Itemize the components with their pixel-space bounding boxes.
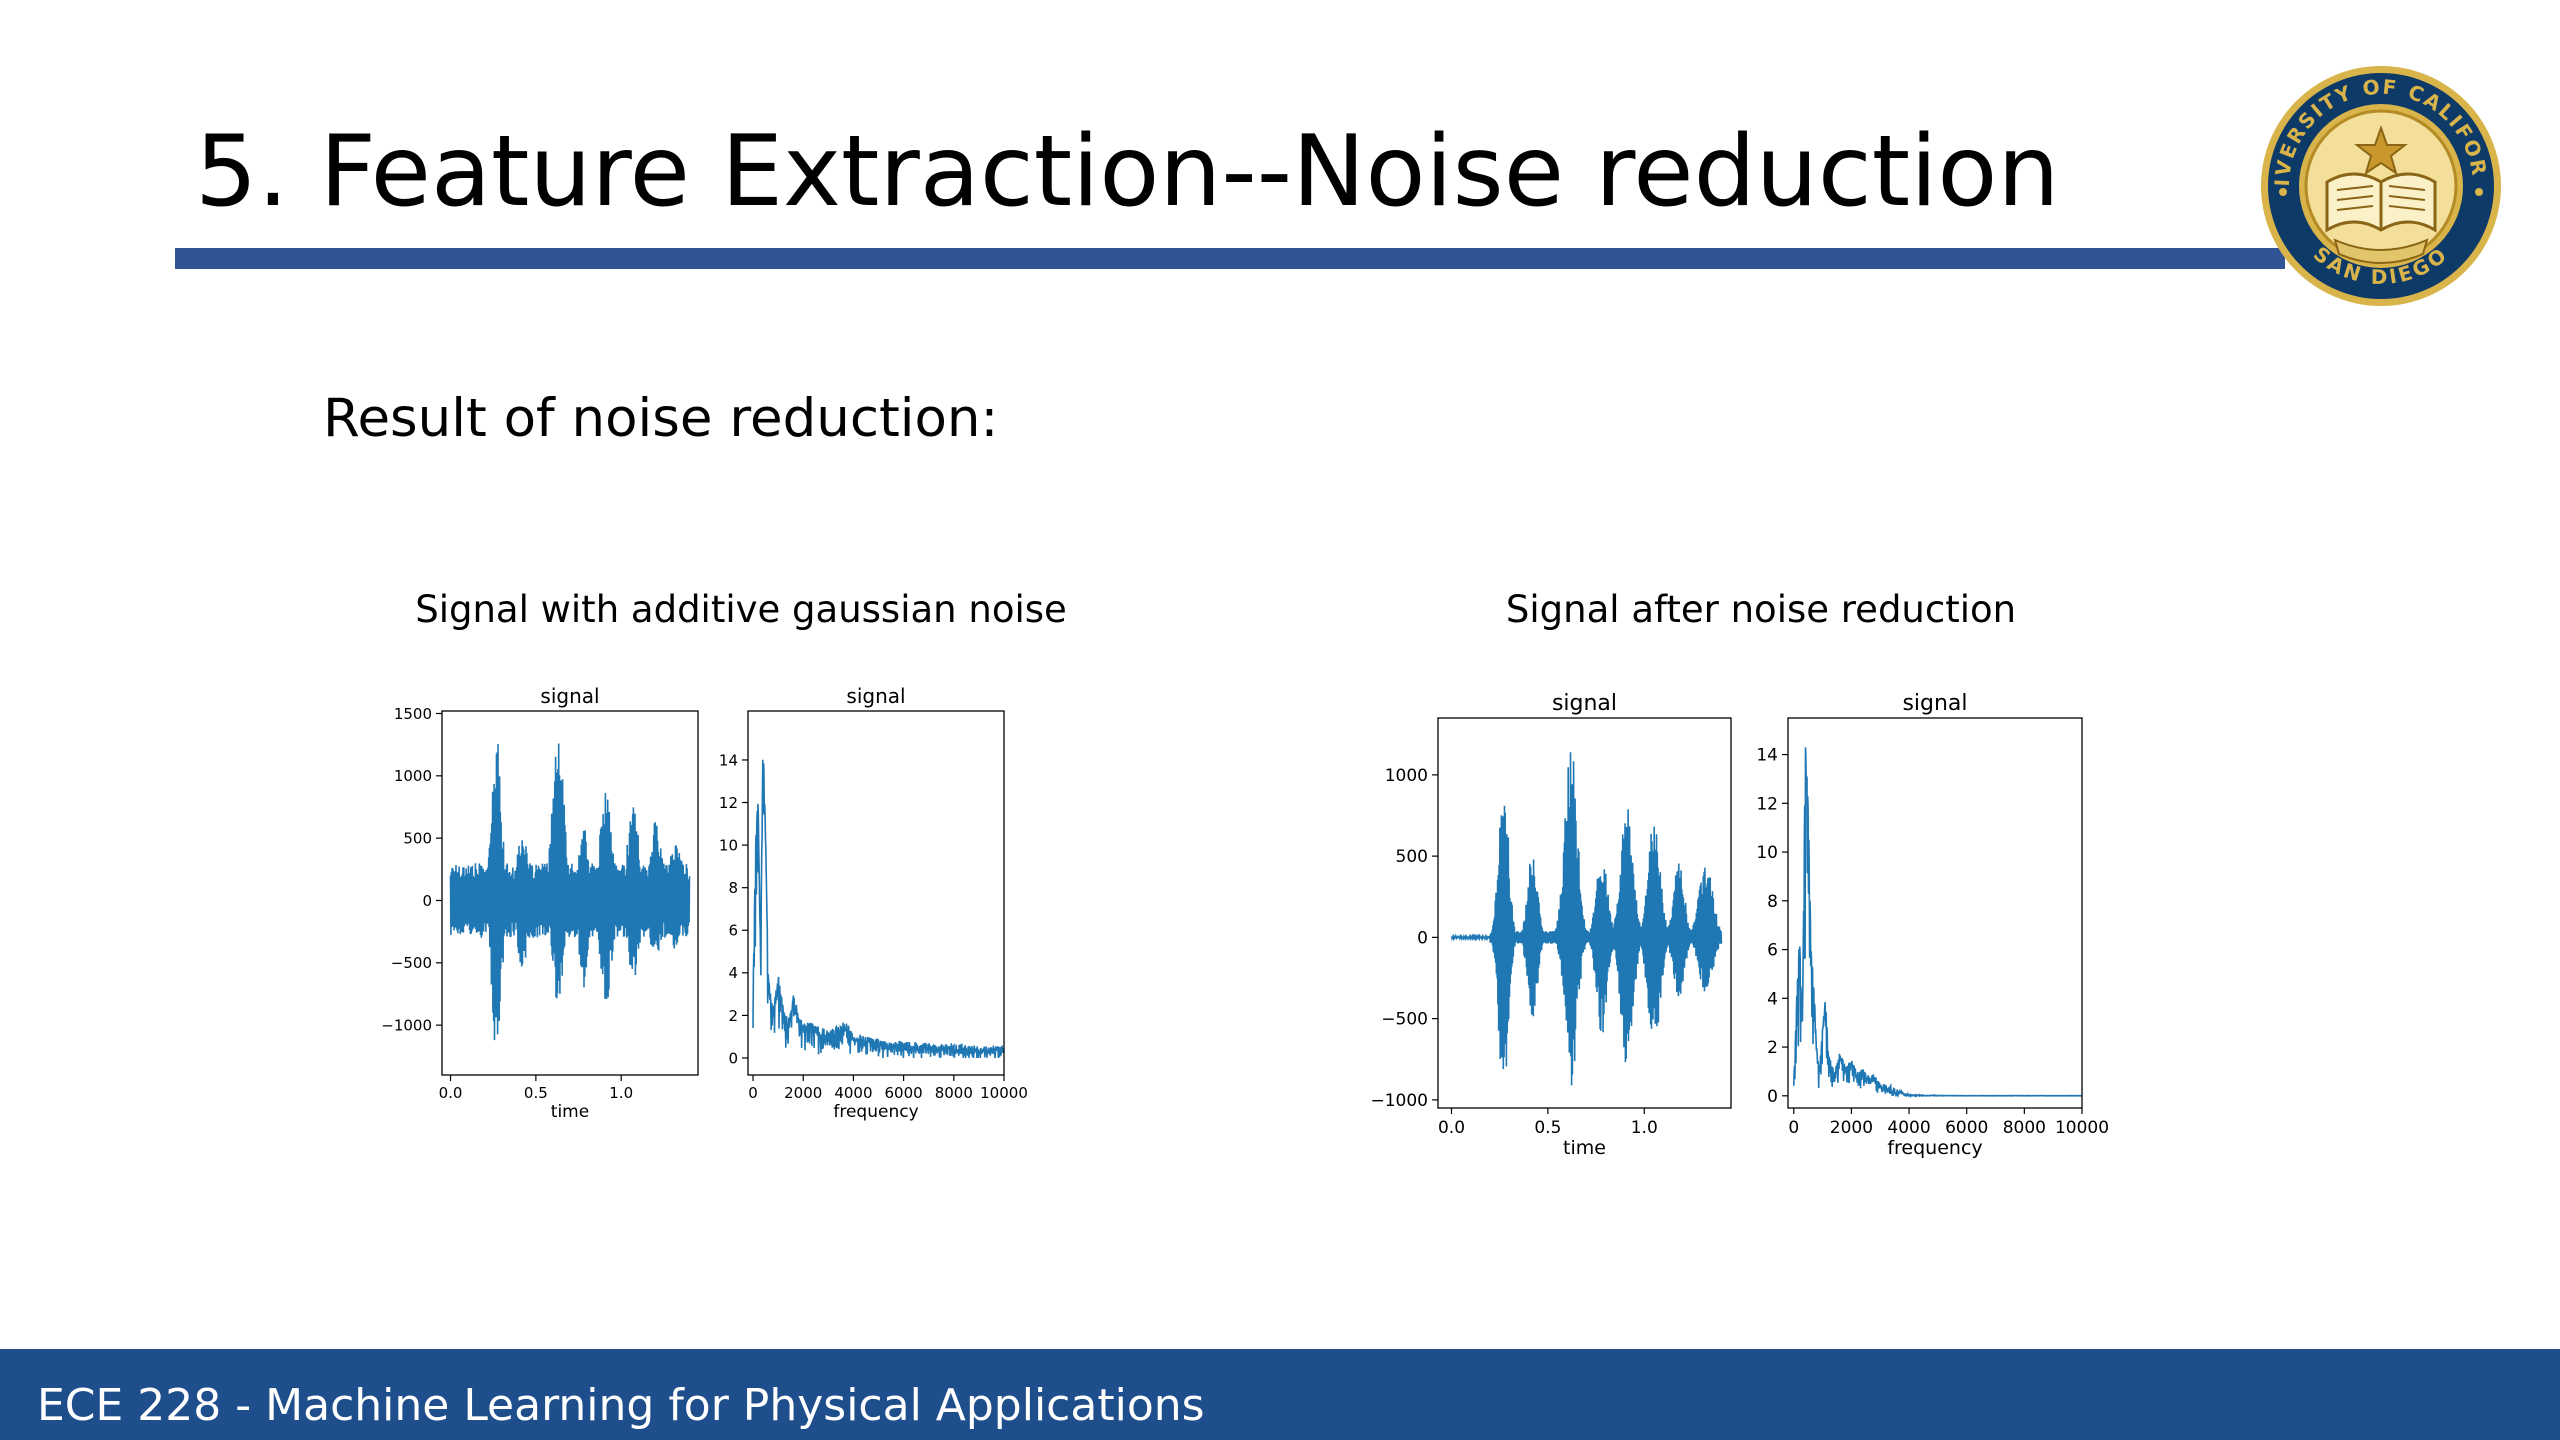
- x-axis-label: frequency: [1887, 1137, 1982, 1159]
- y-tick-label: 8: [1767, 892, 1778, 912]
- plot-frame: [1437, 717, 1732, 1109]
- section-subtitle: Result of noise reduction:: [323, 388, 999, 449]
- x-tick-label: 0.0: [1438, 1118, 1465, 1138]
- subplot-title: signal: [1552, 691, 1617, 716]
- y-tick-label: 2: [1767, 1038, 1778, 1058]
- x-axis-label: time: [551, 1102, 589, 1122]
- x-tick-label: 8000: [935, 1084, 973, 1102]
- y-tick-label: 500: [403, 830, 432, 848]
- y-tick-label: 0: [422, 892, 432, 910]
- x-tick-label: 0: [748, 1084, 758, 1102]
- y-tick-label: 6: [728, 922, 738, 940]
- title-underline: [175, 248, 2285, 269]
- denoised-time-chart: 0.0 0.5 1.0 −1000 −500 0 500 1000 signal time: [1370, 691, 1732, 1159]
- y-tick-label: 10: [719, 837, 738, 855]
- subplot-title: signal: [846, 684, 905, 708]
- x-tick-label: 0: [1788, 1118, 1799, 1138]
- signal-waveform: [449, 743, 691, 1041]
- y-tick-label: 0: [728, 1049, 738, 1067]
- figure-caption-noisy: Signal with additive gaussian noise: [415, 588, 1067, 631]
- signal-waveform: [1450, 752, 1723, 1086]
- plot-frame: [1787, 717, 2083, 1109]
- x-tick-label: 6000: [885, 1084, 923, 1102]
- spectrum-line: [1793, 747, 2082, 1099]
- x-tick-label: 6000: [1945, 1118, 1988, 1138]
- x-tick-label: 0.5: [524, 1084, 548, 1102]
- y-tick-label: 500: [1396, 847, 1428, 867]
- uc-san-diego-seal-icon: UNIVERSITY OF CALIFORNIA SAN DIEGO: [2257, 62, 2501, 306]
- y-tick-label: 1500: [394, 705, 432, 723]
- x-tick-label: 8000: [2003, 1118, 2046, 1138]
- y-tick-label: 4: [728, 964, 738, 982]
- figure-caption-denoised: Signal after noise reduction: [1505, 588, 2017, 631]
- y-tick-label: 0: [1417, 928, 1428, 948]
- y-tick-label: 6: [1767, 941, 1778, 961]
- spectrum-line: [752, 759, 1005, 1059]
- x-axis-label: frequency: [833, 1102, 918, 1122]
- denoised-frequency-chart: 0 2000 4000 6000 8000 10000 0 2 4 6 8 10 12 14 signal f…: [1756, 691, 2109, 1159]
- noisy-time-chart: 0.0 0.5 1.0 −1000 −500 0 500 1000 1500 signal time: [381, 684, 699, 1122]
- noisy-frequency-chart: 0 2000 4000 6000 8000 10000 0 2 4 6 8 10 12 14 signal f…: [719, 684, 1028, 1122]
- y-tick-label: 12: [719, 794, 738, 812]
- y-tick-label: −500: [391, 954, 432, 972]
- footer-course-title: ECE 228 - Machine Learning for Physical …: [37, 1380, 1205, 1431]
- y-tick-label: −500: [1381, 1010, 1428, 1030]
- x-tick-label: 1.0: [609, 1084, 633, 1102]
- y-tick-label: 12: [1756, 794, 1778, 814]
- y-tick-label: 1000: [1385, 766, 1428, 786]
- y-tick-label: 14: [1756, 746, 1778, 766]
- x-tick-label: 10000: [2055, 1118, 2109, 1138]
- x-axis-label: time: [1563, 1137, 1606, 1159]
- x-tick-label: 4000: [1887, 1118, 1930, 1138]
- x-tick-label: 2000: [784, 1084, 822, 1102]
- plot-frame: [747, 710, 1005, 1076]
- x-tick-label: 4000: [834, 1084, 872, 1102]
- y-tick-label: 2: [728, 1007, 738, 1025]
- y-tick-label: 10: [1756, 843, 1778, 863]
- y-tick-label: 8: [728, 879, 738, 897]
- subplot-title: signal: [540, 684, 599, 708]
- x-tick-label: 0.0: [439, 1084, 463, 1102]
- subplot-title: signal: [1902, 691, 1967, 716]
- plot-frame: [441, 710, 699, 1076]
- y-tick-label: 4: [1767, 989, 1778, 1009]
- footer-bar: [0, 1349, 2560, 1440]
- y-tick-label: 0: [1767, 1087, 1778, 1107]
- y-tick-label: −1000: [1370, 1091, 1428, 1111]
- x-tick-label: 2000: [1830, 1118, 1873, 1138]
- y-tick-label: −1000: [381, 1017, 432, 1035]
- y-tick-label: 14: [719, 751, 738, 769]
- noisy-signal-figure: 0.0 0.5 1.0−1000−500050010001500signaltime…: [381, 684, 1028, 1122]
- slide-title: 5. Feature Extraction--Noise reduction: [195, 115, 2060, 229]
- x-tick-label: 10000: [980, 1084, 1028, 1102]
- x-tick-label: 1.0: [1631, 1118, 1658, 1138]
- x-tick-label: 0.5: [1534, 1118, 1561, 1138]
- y-tick-label: 1000: [394, 767, 432, 785]
